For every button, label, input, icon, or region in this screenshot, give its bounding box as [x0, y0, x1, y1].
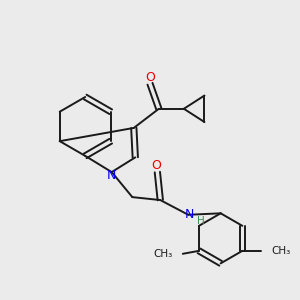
Text: O: O	[151, 159, 161, 172]
Text: N: N	[107, 169, 116, 182]
Text: CH₃: CH₃	[153, 249, 172, 259]
Text: N: N	[185, 208, 194, 221]
Text: H: H	[197, 216, 205, 226]
Text: CH₃: CH₃	[272, 246, 291, 256]
Text: O: O	[145, 71, 155, 84]
